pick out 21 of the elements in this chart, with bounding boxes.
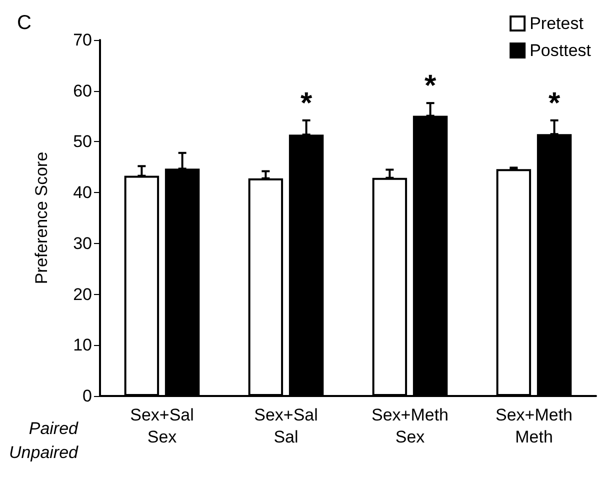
legend-label: Pretest: [530, 14, 584, 33]
legend-label: Posttest: [530, 41, 592, 60]
y-tick-label: 20: [73, 284, 92, 304]
y-tick-label: 30: [73, 234, 92, 253]
x-tick-label: Sex+Sal Sex: [130, 406, 194, 446]
annotation: *: [548, 86, 560, 120]
text: Paired: [28, 419, 79, 438]
x-tick-label: Sex+Sal Sal: [254, 406, 318, 446]
x-tick-label: Sex+Meth Meth: [495, 406, 573, 446]
y-tick-label: 40: [73, 183, 92, 202]
text: Unpaired: [9, 443, 79, 462]
y-tick-label: 60: [73, 81, 92, 100]
y-axis-title: Preference Score: [32, 152, 51, 284]
chart-title: C: [17, 12, 32, 34]
y-tick-label: 70: [73, 30, 92, 50]
annotation: *: [300, 86, 312, 120]
y-tick-label: 0: [82, 386, 92, 406]
y-tick-label: 10: [73, 336, 92, 355]
x-tick-label: Sex+Meth Sex: [371, 406, 449, 446]
y-tick-label: 50: [73, 132, 92, 152]
annotation: *: [424, 70, 436, 103]
